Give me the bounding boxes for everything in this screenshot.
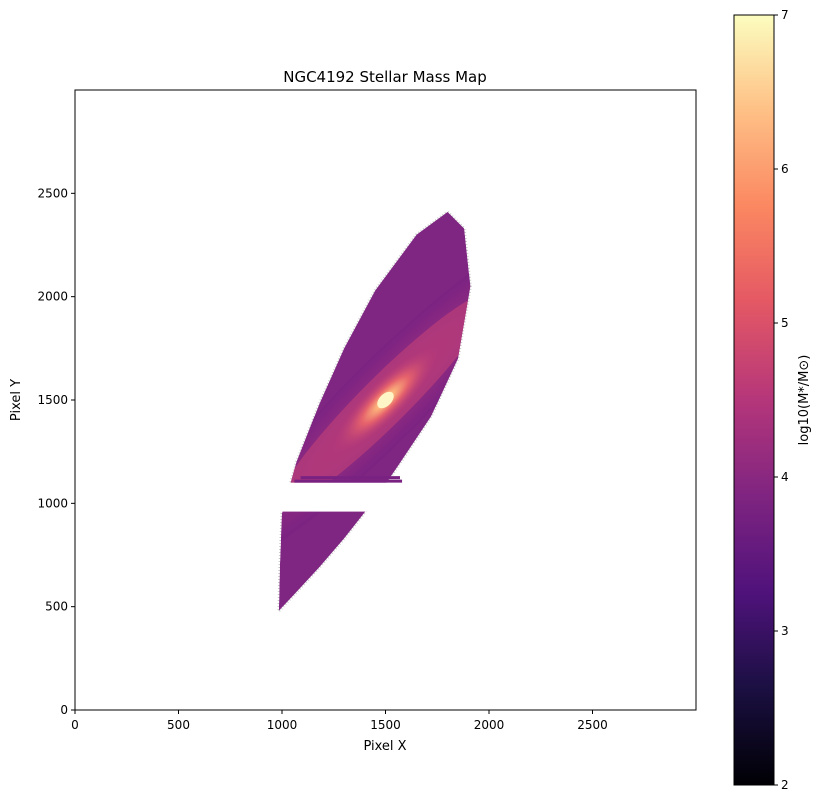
x-tick-label: 1500 bbox=[370, 718, 401, 732]
galaxy-nucleus bbox=[377, 391, 394, 409]
colorbar-tick-label: 4 bbox=[781, 470, 789, 484]
colorbar-tick-label: 5 bbox=[781, 316, 789, 330]
colorbar bbox=[733, 14, 775, 786]
colorbar-label: log10(M*/M⊙) bbox=[797, 355, 812, 446]
missing-data-gap bbox=[75, 482, 696, 512]
x-tick-label: 0 bbox=[71, 718, 79, 732]
y-axis-label: Pixel Y bbox=[9, 379, 24, 421]
x-tick-label: 1000 bbox=[267, 718, 298, 732]
y-tick-label: 1500 bbox=[37, 393, 68, 407]
y-tick-label: 2500 bbox=[37, 186, 68, 200]
data-stripe-row bbox=[294, 479, 403, 483]
galaxy-body bbox=[278, 211, 471, 611]
x-axis-label: Pixel X bbox=[363, 739, 406, 754]
stellar-mass-map-image bbox=[75, 209, 696, 615]
x-axis: 0 500 1000 1500 2000 2500 bbox=[71, 710, 608, 732]
y-axis: 0 500 1000 1500 2000 2500 bbox=[37, 186, 75, 717]
x-tick-label: 500 bbox=[167, 718, 190, 732]
chart-title: NGC4192 Stellar Mass Map bbox=[283, 68, 487, 86]
x-tick-label: 2000 bbox=[474, 718, 505, 732]
colorbar-tick-label: 3 bbox=[781, 624, 789, 638]
colorbar-tick-label: 6 bbox=[781, 162, 789, 176]
y-tick-label: 1000 bbox=[37, 496, 68, 510]
colorbar-tick-label: 7 bbox=[781, 8, 789, 22]
data-stripe-row bbox=[300, 476, 400, 480]
x-tick-label: 2500 bbox=[577, 718, 608, 732]
colorbar-axis: 2 3 4 5 6 7 bbox=[774, 8, 789, 792]
y-tick-label: 2000 bbox=[37, 290, 68, 304]
y-tick-label: 0 bbox=[60, 703, 68, 717]
colorbar-tick-label: 2 bbox=[781, 778, 789, 792]
y-tick-label: 500 bbox=[45, 600, 68, 614]
